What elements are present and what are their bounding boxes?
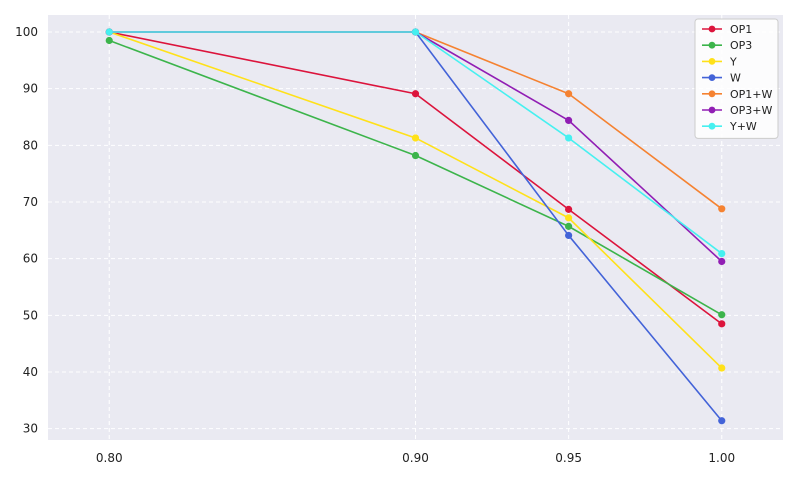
series-op3	[105, 36, 726, 319]
legend-box	[694, 18, 779, 139]
y-tick-label: 30	[23, 422, 38, 436]
data-point-op1	[718, 320, 726, 328]
data-point-w	[718, 417, 726, 425]
legend-label-op3: OP3	[730, 39, 752, 52]
data-point-y-plus-w	[105, 28, 113, 36]
data-point-op1-plus-w	[718, 205, 726, 213]
series-line-op1	[109, 31, 723, 325]
y-tick-label: 50	[23, 308, 38, 322]
legend-label-op1-plus-w: OP1+W	[730, 88, 773, 101]
legend-marker-op3	[708, 41, 716, 49]
series-op1	[105, 28, 726, 328]
legend-label-y-plus-w: Y+W	[729, 120, 757, 133]
series-line-y-plus-w	[109, 31, 723, 255]
data-point-op1-plus-w	[565, 90, 573, 98]
legend-label-op3-plus-w: OP3+W	[730, 104, 773, 117]
legend-marker-op3-plus-w	[708, 106, 716, 114]
y-tick-label: 100	[15, 25, 38, 39]
series-y-plus-w	[105, 28, 726, 258]
legend: OP1 OP3 YW OP1+W OP3+W Y+W	[694, 18, 779, 139]
legend-label-op1: OP1	[730, 23, 752, 36]
data-point-y	[411, 134, 420, 142]
x-tick-label: 0.90	[402, 451, 429, 465]
legend-marker-w	[708, 74, 716, 81]
data-point-op3	[718, 311, 726, 319]
series-line-op3	[108, 39, 723, 316]
x-tick-label: 1.00	[708, 451, 735, 465]
data-point-w	[565, 231, 573, 240]
x-tick-label: 0.95	[555, 451, 582, 465]
legend-label-y: Y	[729, 55, 737, 68]
data-point-y	[718, 364, 726, 372]
legend-marker-y-plus-w	[708, 122, 716, 130]
legend-marker-op1	[708, 25, 716, 33]
data-point-op1	[411, 90, 420, 98]
y-tick-label: 80	[23, 138, 38, 152]
axes: 30 40 50 60 70 80 90 100 0.80 0.90 0.95 1.00	[15, 25, 735, 465]
legend-marker-op1-plus-w	[708, 90, 716, 98]
data-point-y-plus-w	[718, 249, 726, 258]
data-point-op3-plus-w	[718, 257, 726, 266]
data-point-op3-plus-w	[565, 116, 573, 124]
y-tick-label: 40	[23, 365, 38, 379]
data-point-op3	[565, 222, 573, 230]
series-group	[105, 28, 726, 425]
x-tick-label: 0.80	[96, 451, 123, 465]
data-point-op3	[411, 151, 420, 160]
y-tick-label: 60	[23, 252, 38, 266]
data-point-op1	[565, 205, 573, 213]
legend-label-w: W	[730, 72, 741, 85]
y-tick-label: 90	[23, 82, 38, 96]
y-tick-label: 70	[23, 195, 38, 209]
data-point-op3	[105, 36, 113, 45]
series-line-y	[108, 31, 723, 369]
data-point-y-plus-w	[565, 134, 573, 142]
legend-marker-y	[708, 58, 716, 65]
data-point-y-plus-w	[411, 28, 420, 36]
data-point-y	[565, 214, 573, 222]
